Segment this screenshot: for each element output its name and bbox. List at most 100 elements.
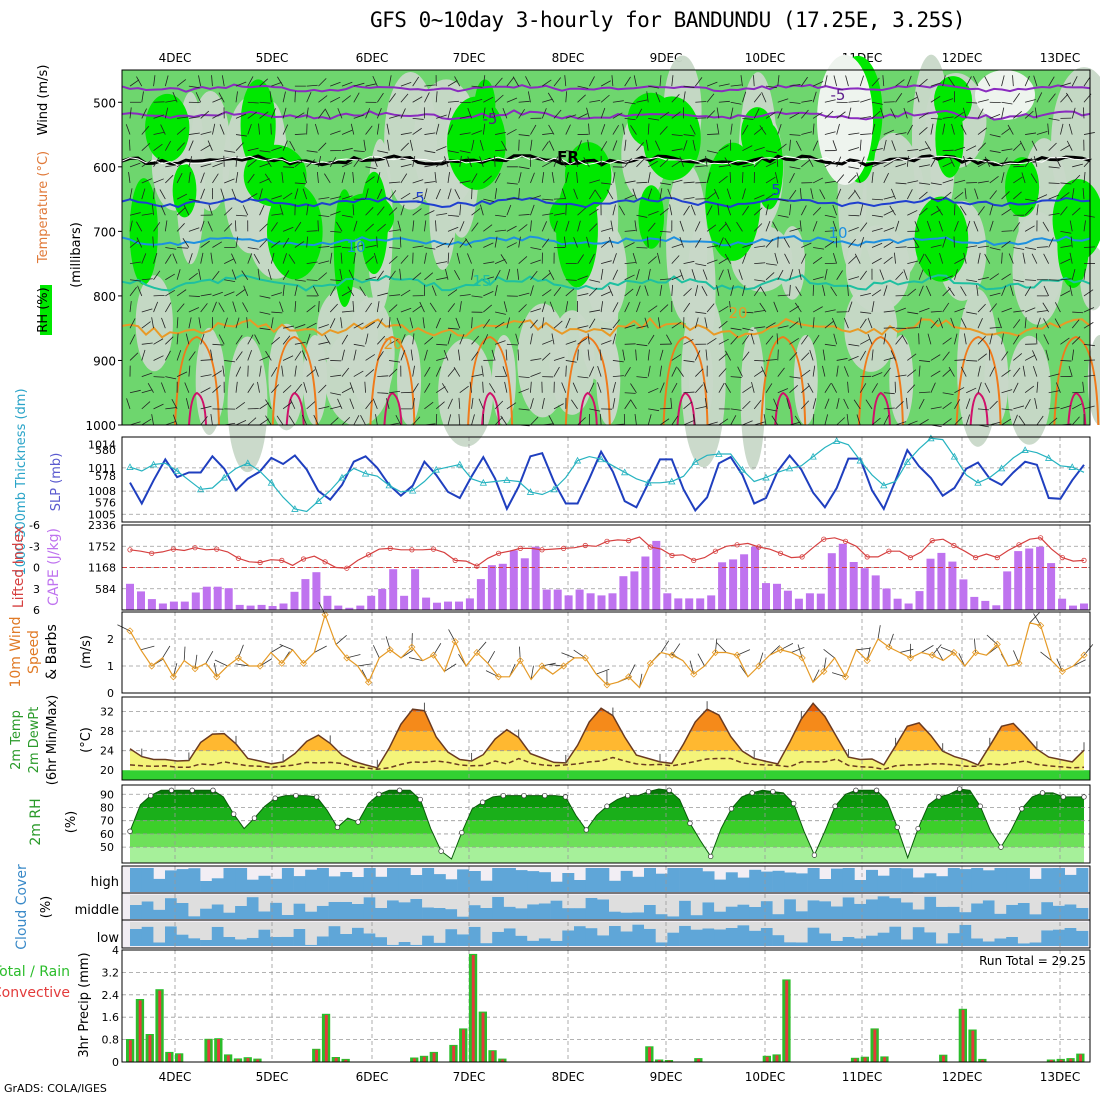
wind-barb (341, 247, 354, 249)
cloud-cover-bar (422, 907, 435, 919)
wind-barb (577, 338, 588, 345)
wind-barb (282, 284, 285, 296)
wind-barb (553, 156, 559, 167)
wind-barb (824, 398, 830, 410)
rh-band-fill (130, 789, 1084, 795)
wind-barb (518, 256, 528, 264)
cape-bar (433, 602, 441, 610)
cloud-cover-gap (433, 922, 446, 943)
wind-barb (530, 220, 532, 232)
y-tick-label: 70 (100, 815, 114, 828)
wind-speed-marker (906, 654, 915, 662)
wind-barb (871, 110, 881, 119)
cloud-cover-bar (527, 904, 540, 919)
wind-barb (654, 140, 661, 151)
wind-barb (282, 124, 289, 135)
thickness-marker (361, 469, 370, 477)
wind-barb (1048, 182, 1060, 184)
wind-barb (247, 111, 257, 119)
wind-barb (859, 350, 867, 361)
cloud-cover-bar (877, 875, 890, 892)
wind-barb (1060, 123, 1064, 135)
wind-barb (208, 204, 213, 216)
cape-bar (707, 595, 716, 610)
wind-barb (329, 286, 336, 297)
wind-barb (822, 285, 826, 296)
cloud-cover-gap (538, 895, 551, 904)
wind-barb (324, 173, 331, 184)
wind-barb (624, 274, 635, 281)
rh-marker (189, 787, 195, 793)
wind-barb (659, 382, 665, 393)
wind-barb (1001, 333, 1004, 345)
wind-barb (330, 279, 342, 282)
wind-barb (424, 401, 434, 410)
wind-barb (212, 97, 223, 103)
cloud-cover-bar (223, 868, 236, 892)
wind-barb (854, 189, 861, 200)
cape-bar (1003, 571, 1012, 610)
wind-barb (1055, 382, 1061, 393)
wind-barb (907, 260, 919, 265)
wind-barb (589, 99, 601, 103)
wind-barb (647, 256, 657, 264)
wind-speed-marker (798, 654, 806, 662)
wind-barb (1048, 213, 1060, 216)
wind-barb (1048, 279, 1060, 281)
wind-barb (894, 252, 896, 264)
wind-barb (659, 349, 664, 361)
cloud-cover-bar (877, 896, 890, 919)
wind-barb (942, 161, 953, 168)
wind-barb (679, 237, 684, 248)
wind-barb (376, 301, 380, 313)
label-barbs: & Barbs (44, 624, 60, 680)
cape-bar (838, 543, 847, 610)
wind-barb (340, 317, 343, 329)
wind-barb (365, 399, 373, 410)
cloud-cover-gap (784, 922, 797, 943)
wind-barb (424, 188, 428, 200)
wind-barb (926, 220, 932, 232)
wind-barb (776, 155, 779, 167)
wind-barb (636, 99, 648, 103)
wind-barb (561, 382, 567, 393)
wind-barb (494, 269, 501, 280)
wind-barb (408, 657, 423, 661)
thickness-marker (620, 468, 629, 476)
wind-barb (977, 99, 989, 103)
cloud-cover-bar (141, 926, 154, 946)
cloud-cover-bar (620, 931, 633, 946)
wind-barb (129, 240, 139, 248)
wind-barb (754, 279, 766, 282)
wind-barb (760, 286, 767, 297)
wind-barb (164, 302, 172, 313)
wind-barb (335, 634, 347, 645)
wind-barb (895, 182, 907, 185)
wind-barb (963, 252, 967, 264)
wind-barb (824, 214, 836, 218)
wind-barb (1054, 318, 1061, 329)
wind-barb (930, 370, 941, 377)
wind-barb (224, 150, 236, 153)
cloud-cover-gap (153, 922, 166, 943)
wind-barb (647, 172, 651, 184)
cloud-cover-bar (959, 869, 972, 892)
wind-barb (759, 302, 767, 313)
cloud-cover-bar (866, 935, 878, 946)
wind-barb (141, 349, 146, 361)
temp-contour-25 (467, 335, 514, 426)
wind-barb (1071, 269, 1076, 280)
wind-barb (836, 417, 845, 426)
wind-barb (306, 84, 318, 87)
cloud-cover-bar (842, 897, 855, 919)
wind-barb (706, 337, 717, 345)
wind-barb (659, 278, 671, 281)
wind-barb (930, 319, 939, 329)
cloud-cover-bar (632, 924, 645, 946)
lifted-index-marker (539, 547, 545, 553)
wind-barb (577, 94, 586, 103)
wind-barb (231, 188, 237, 200)
wind-barb (612, 204, 616, 216)
wind-barb (200, 374, 212, 377)
